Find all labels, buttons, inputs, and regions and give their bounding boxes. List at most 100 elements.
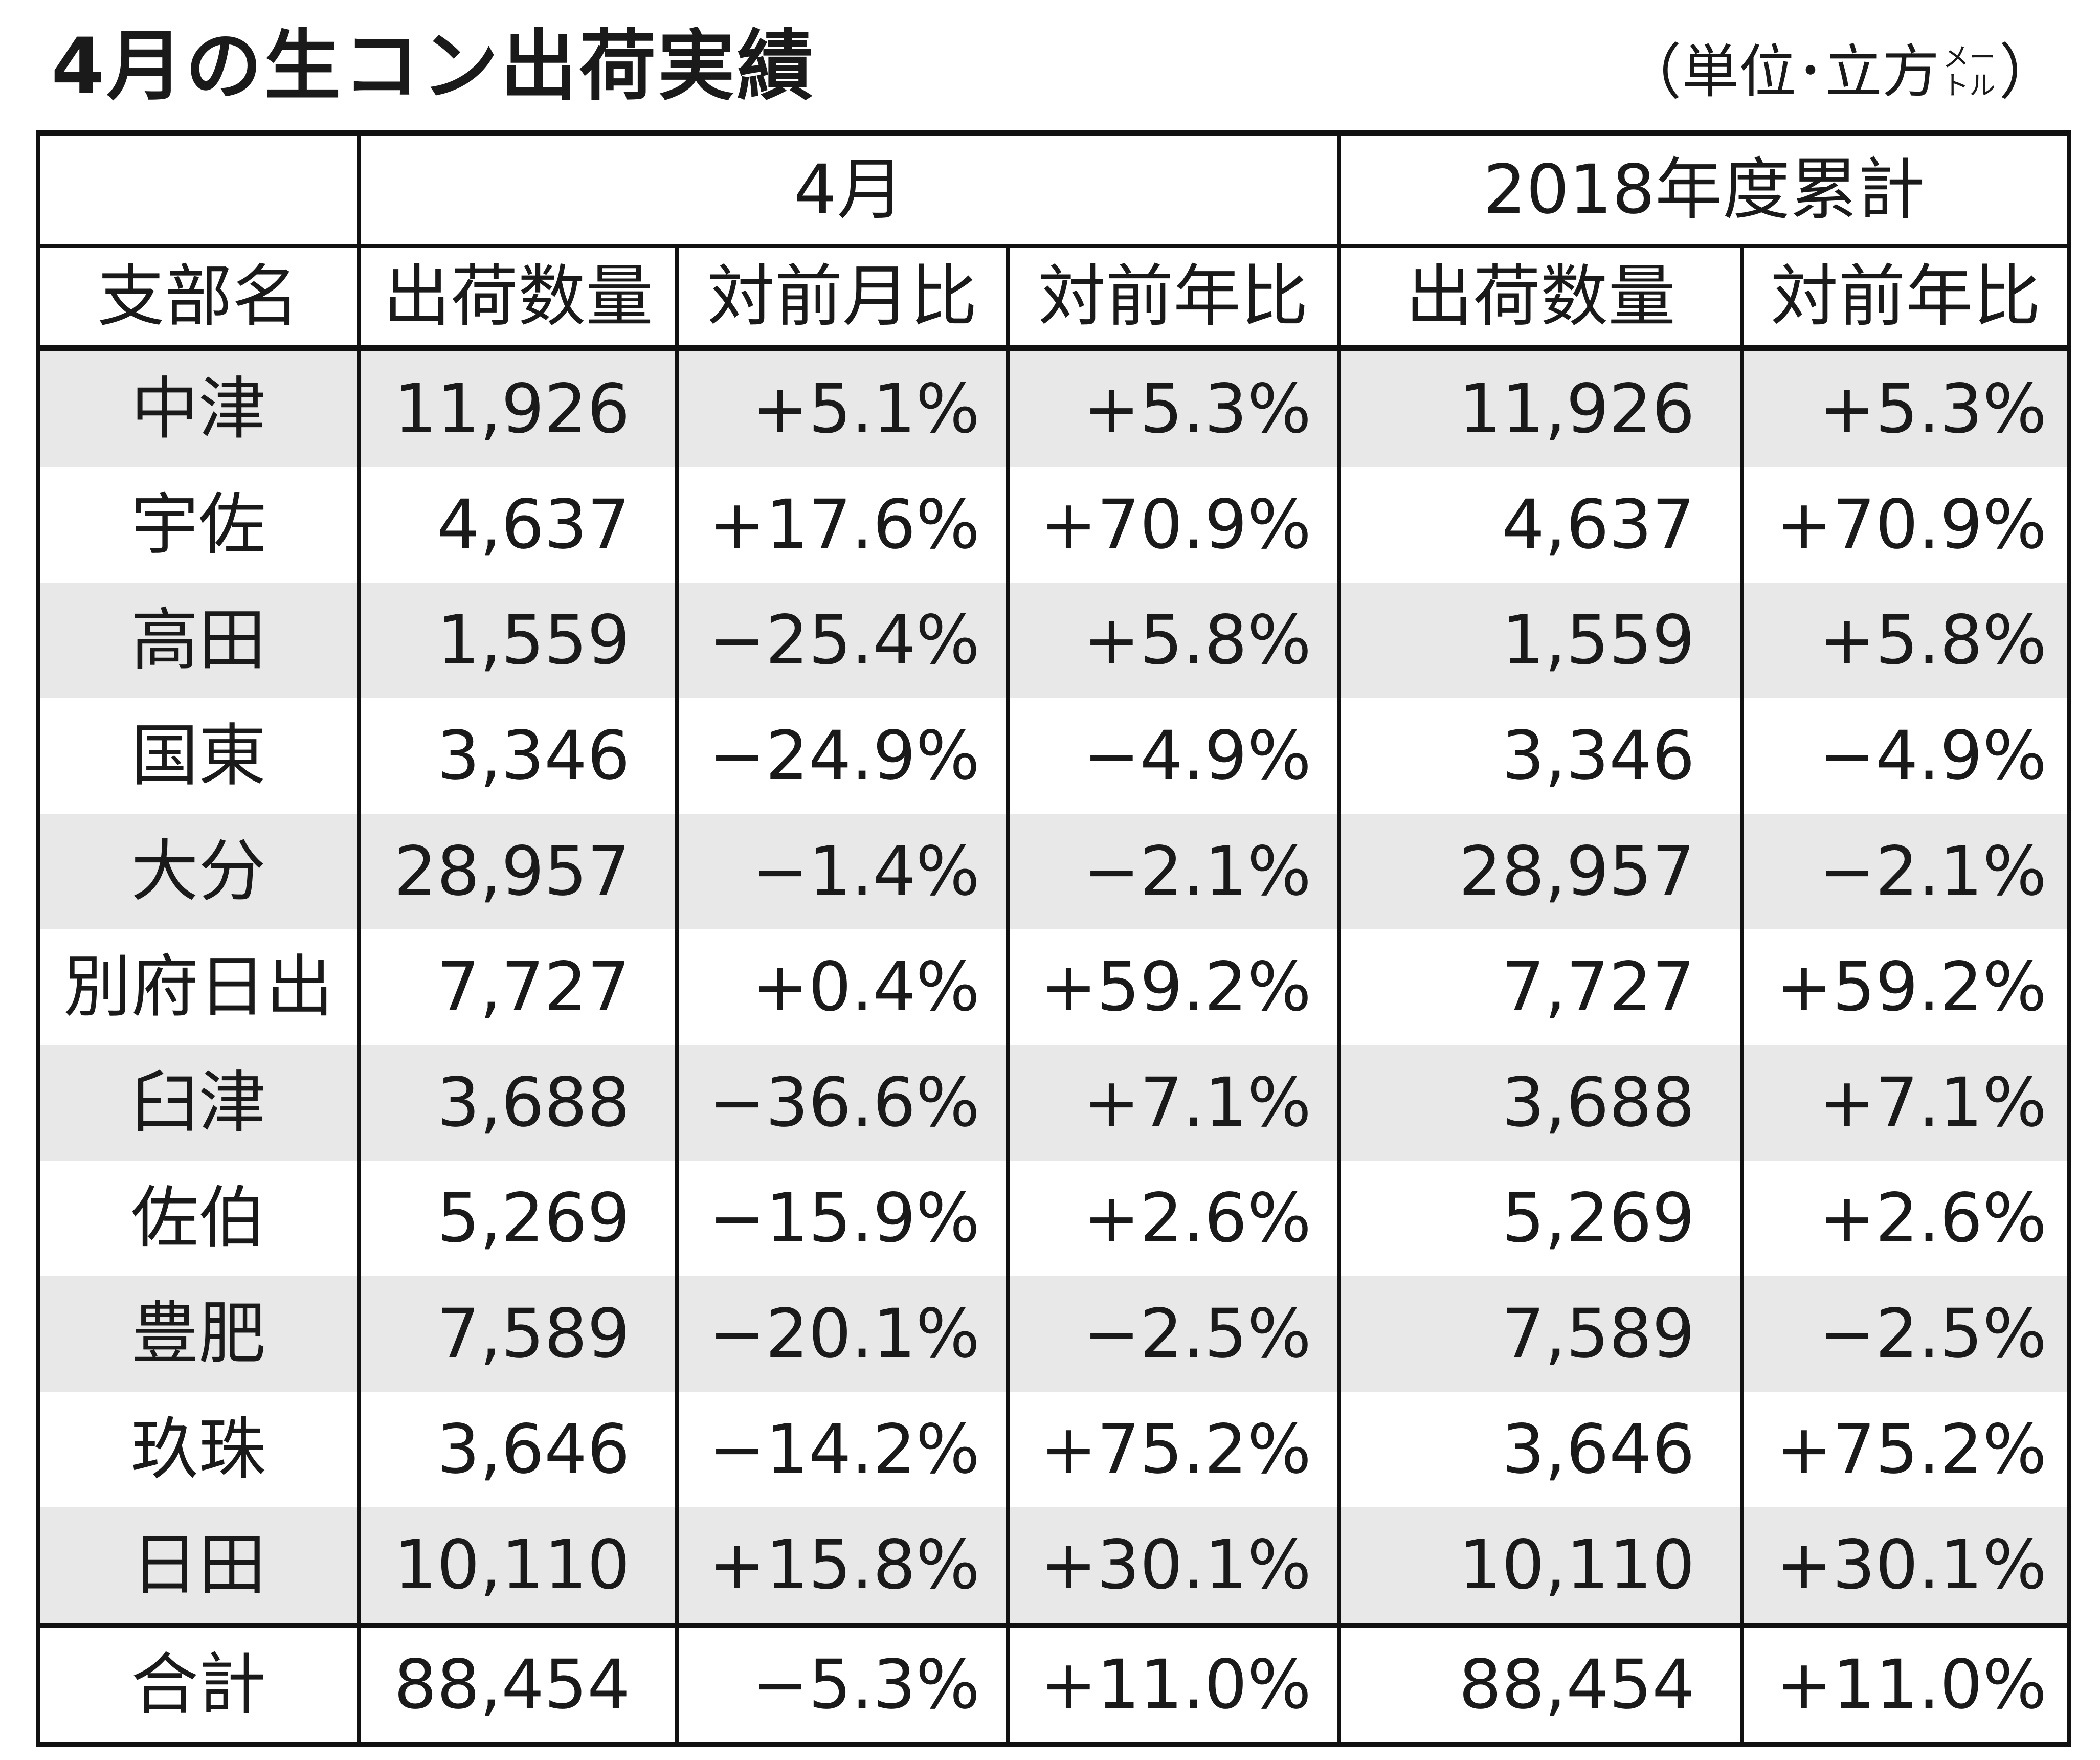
page-title: 4月の生コン出荷実績 — [51, 22, 816, 111]
total-month-yoy-cell: +11.0% — [1005, 1623, 1342, 1747]
table-row: 大分 28,957 −1.4% −2.1% 28,957 −2.1% — [36, 814, 2072, 929]
cum-yoy-cell: −2.1% — [1740, 814, 2072, 929]
cum-qty-cell: 10,110 — [1337, 1507, 1745, 1625]
month-yoy-cell: +75.2% — [1005, 1392, 1342, 1507]
branch-name-cell: 豊肥 — [36, 1276, 361, 1392]
table-row: 中津 11,926 +5.1% +5.3% 11,926 +5.3% — [36, 348, 2072, 467]
total-month-mom-cell: −5.3% — [675, 1623, 1010, 1747]
header-group-month: 4月 — [356, 130, 1342, 248]
cum-yoy-cell: +70.9% — [1740, 467, 2072, 583]
month-mom-cell: −24.9% — [675, 698, 1010, 814]
table-row: 宇佐 4,637 +17.6% +70.9% 4,637 +70.9% — [36, 467, 2072, 583]
cum-qty-cell: 3,646 — [1337, 1392, 1745, 1507]
total-branch-name-cell: 合計 — [36, 1623, 361, 1747]
month-yoy-cell: +5.3% — [1005, 348, 1342, 467]
branch-name-cell: 中津 — [36, 348, 361, 467]
month-qty-cell: 1,559 — [357, 583, 679, 698]
month-mom-cell: −20.1% — [675, 1276, 1010, 1392]
cum-qty-cell: 7,589 — [1337, 1276, 1745, 1392]
unit-text: 単位･立方 — [1681, 39, 1939, 105]
month-qty-cell: 10,110 — [357, 1507, 679, 1625]
month-qty-cell: 11,926 — [357, 348, 679, 467]
month-mom-cell: +17.6% — [675, 467, 1010, 583]
month-yoy-cell: +5.8% — [1005, 583, 1342, 698]
month-qty-cell: 3,688 — [357, 1045, 679, 1161]
month-mom-cell: +15.8% — [675, 1507, 1010, 1625]
month-mom-cell: −15.9% — [675, 1161, 1010, 1276]
cum-qty-cell: 3,346 — [1337, 698, 1745, 814]
cum-yoy-cell: +30.1% — [1740, 1507, 2072, 1625]
month-yoy-cell: +59.2% — [1005, 929, 1342, 1045]
month-yoy-cell: −2.1% — [1005, 814, 1342, 929]
header-blank-cell — [36, 130, 361, 248]
cum-qty-cell: 11,926 — [1337, 348, 1745, 467]
month-mom-cell: −36.6% — [675, 1045, 1010, 1161]
cum-qty-cell: 4,637 — [1337, 467, 1745, 583]
branch-name-cell: 玖珠 — [36, 1392, 361, 1507]
header-cum-yoy: 対前年比 — [1740, 246, 2072, 351]
month-yoy-cell: −2.5% — [1005, 1276, 1342, 1392]
cum-yoy-cell: +7.1% — [1740, 1045, 2072, 1161]
cum-qty-cell: 3,688 — [1337, 1045, 1745, 1161]
cum-qty-cell: 1,559 — [1337, 583, 1745, 698]
table-row: 別府日出 7,727 +0.4% +59.2% 7,727 +59.2% — [36, 929, 2072, 1045]
unit-close-paren: ） — [1998, 37, 2059, 107]
table-row: 日田 10,110 +15.8% +30.1% 10,110 +30.1% — [36, 1507, 2072, 1625]
branch-name-cell: 宇佐 — [36, 467, 361, 583]
unit-open-paren: （ — [1621, 37, 1682, 107]
header-branch: 支部名 — [36, 246, 361, 351]
cum-yoy-cell: +2.6% — [1740, 1161, 2072, 1276]
shipment-table: 4月 2018年度累計 支部名 出荷数量 対前月比 対前年比 出荷数量 対前年比… — [36, 130, 2072, 1747]
header-group-cumulative: 2018年度累計 — [1337, 130, 2072, 248]
month-yoy-cell: +30.1% — [1005, 1507, 1342, 1625]
month-yoy-cell: +70.9% — [1005, 467, 1342, 583]
month-mom-cell: +5.1% — [675, 348, 1010, 467]
month-qty-cell: 5,269 — [357, 1161, 679, 1276]
branch-name-cell: 臼津 — [36, 1045, 361, 1161]
table-row: 豊肥 7,589 −20.1% −2.5% 7,589 −2.5% — [36, 1276, 2072, 1392]
header-group-row: 4月 2018年度累計 — [36, 130, 2072, 248]
unit-note: （ 単位･立方 メー トル ） — [1621, 42, 2059, 102]
unit-meter-bottom: トル — [1942, 71, 1996, 101]
month-qty-cell: 28,957 — [357, 814, 679, 929]
month-qty-cell: 7,589 — [357, 1276, 679, 1392]
unit-meter-top: メー — [1942, 42, 1996, 74]
cum-yoy-cell: −4.9% — [1740, 698, 2072, 814]
month-qty-cell: 4,637 — [357, 467, 679, 583]
unit-meter-label: メー トル — [1942, 44, 1996, 100]
table-row: 高田 1,559 −25.4% +5.8% 1,559 +5.8% — [36, 583, 2072, 698]
month-qty-cell: 3,346 — [357, 698, 679, 814]
total-month-qty-cell: 88,454 — [357, 1623, 679, 1747]
cum-qty-cell: 28,957 — [1337, 814, 1745, 929]
branch-name-cell: 佐伯 — [36, 1161, 361, 1276]
month-qty-cell: 7,727 — [357, 929, 679, 1045]
header-month-mom: 対前月比 — [675, 246, 1010, 351]
branch-name-cell: 別府日出 — [36, 929, 361, 1045]
branch-name-cell: 日田 — [36, 1507, 361, 1625]
cum-yoy-cell: +75.2% — [1740, 1392, 2072, 1507]
cum-qty-cell: 7,727 — [1337, 929, 1745, 1045]
cum-yoy-cell: +5.8% — [1740, 583, 2072, 698]
header-month-qty: 出荷数量 — [357, 246, 679, 351]
header-column-row: 支部名 出荷数量 対前月比 対前年比 出荷数量 対前年比 — [36, 246, 2072, 351]
table-row: 臼津 3,688 −36.6% +7.1% 3,688 +7.1% — [36, 1045, 2072, 1161]
header-month-yoy: 対前年比 — [1005, 246, 1342, 351]
month-mom-cell: −14.2% — [675, 1392, 1010, 1507]
cum-qty-cell: 5,269 — [1337, 1161, 1745, 1276]
table-row: 佐伯 5,269 −15.9% +2.6% 5,269 +2.6% — [36, 1161, 2072, 1276]
month-yoy-cell: −4.9% — [1005, 698, 1342, 814]
table-row: 玖珠 3,646 −14.2% +75.2% 3,646 +75.2% — [36, 1392, 2072, 1507]
month-mom-cell: −1.4% — [675, 814, 1010, 929]
month-yoy-cell: +7.1% — [1005, 1045, 1342, 1161]
header-cum-qty: 出荷数量 — [1337, 246, 1745, 351]
cum-yoy-cell: +59.2% — [1740, 929, 2072, 1045]
branch-name-cell: 高田 — [36, 583, 361, 698]
branch-name-cell: 大分 — [36, 814, 361, 929]
month-yoy-cell: +2.6% — [1005, 1161, 1342, 1276]
month-mom-cell: −25.4% — [675, 583, 1010, 698]
cum-yoy-cell: +5.3% — [1740, 348, 2072, 467]
month-mom-cell: +0.4% — [675, 929, 1010, 1045]
month-qty-cell: 3,646 — [357, 1392, 679, 1507]
total-row: 合計 88,454 −5.3% +11.0% 88,454 +11.0% — [36, 1623, 2072, 1747]
table-row: 国東 3,346 −24.9% −4.9% 3,346 −4.9% — [36, 698, 2072, 814]
